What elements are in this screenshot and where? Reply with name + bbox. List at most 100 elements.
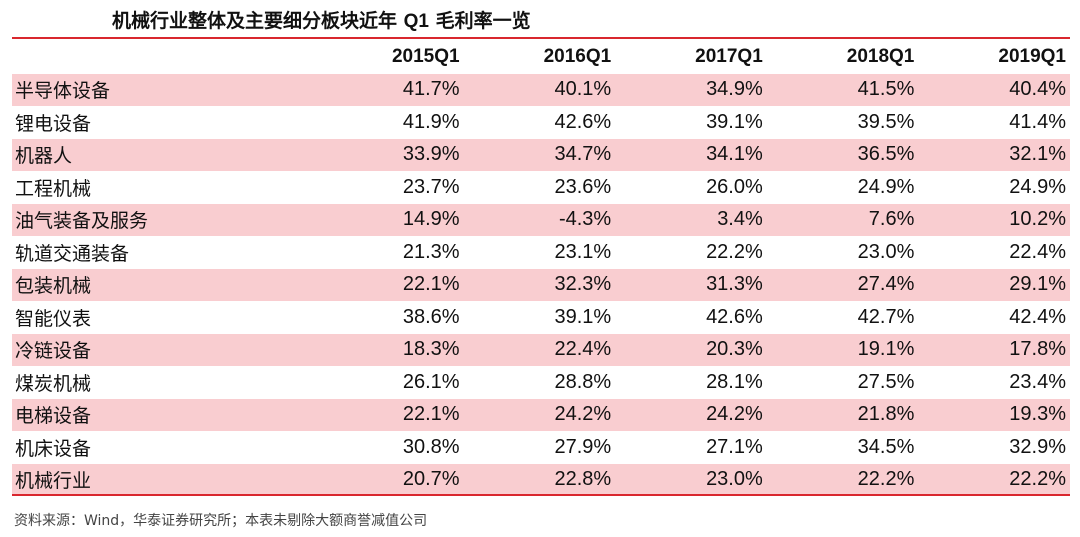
table-row: 机床设备 30.8% 27.9% 27.1% 34.5% 32.9% [12,431,1070,464]
value-cell: 22.4% [463,333,616,366]
value-cell: 41.7% [312,73,464,106]
table-title: 机械行业整体及主要细分板块近年 Q1 毛利率一览 [112,6,531,33]
header-cell-empty [12,41,312,74]
row-label: 机床设备 [15,437,92,460]
value-cell: 28.8% [554,370,612,393]
row-label: 半导体设备 [12,73,312,106]
value-cell: 36.5% [766,138,919,171]
value-cell: 21.8% [766,398,919,431]
value-cell: 41.5% [766,73,919,106]
value-cell: 24.2% [463,398,616,431]
title-q1: Q1 [403,11,429,32]
value-cell: 24.2% [615,398,767,431]
value-cell: 21.3% [402,240,460,263]
value-cell: 38.6% [402,305,460,328]
value-cell: 32.9% [1009,435,1066,458]
row-label: 机器人 [12,138,312,171]
gross-margin-table: 2015Q1 2016Q1 2017Q1 2018Q1 2019Q1 半导体设备… [12,41,1070,496]
value-cell: 23.4% [1009,370,1066,393]
table-row: 机械行业 20.7% 22.8% 23.0% 22.2% 22.2% [12,463,1070,496]
value-cell: 33.9% [312,138,464,171]
value-cell: 22.2% [918,463,1070,496]
value-cell: 22.2% [706,240,763,263]
table-row: 锂电设备 41.9% 42.6% 39.1% 39.5% 41.4% [12,106,1070,139]
value-cell: 34.1% [615,138,767,171]
value-cell: 23.6% [554,175,612,198]
value-cell: 39.1% [554,305,612,328]
title-suffix: 毛利率一览 [428,10,531,32]
value-cell: 40.4% [918,73,1070,106]
title-prefix: 机械行业整体及主要细分板块近年 [112,10,404,32]
value-cell: 30.8% [402,435,460,458]
table-row: 轨道交通装备 21.3% 23.1% 22.2% 23.0% 22.4% [12,236,1070,269]
value-cell: 19.3% [918,398,1070,431]
value-cell: 27.1% [706,435,763,458]
header-row: 2015Q1 2016Q1 2017Q1 2018Q1 2019Q1 [12,41,1070,74]
value-cell: 18.3% [312,333,464,366]
value-cell: 20.3% [615,333,767,366]
header-cell-2018q1: 2018Q1 [846,46,915,68]
table-row: 煤炭机械 26.1% 28.8% 28.1% 27.5% 23.4% [12,366,1070,399]
value-cell: 3.4% [615,203,767,236]
value-cell: 34.7% [463,138,616,171]
value-cell: 41.4% [1009,110,1066,133]
value-cell: 22.1% [312,268,464,301]
value-cell: 22.4% [1009,240,1066,263]
value-cell: 31.3% [615,268,767,301]
value-cell: 39.5% [857,110,915,133]
table-row: 机器人 33.9% 34.7% 34.1% 36.5% 32.1% [12,138,1070,171]
value-cell: 27.5% [857,370,915,393]
value-cell: 27.4% [766,268,919,301]
header-cell-2017q1: 2017Q1 [695,46,763,68]
table-body: 半导体设备 41.7% 40.1% 34.9% 41.5% 40.4% 锂电设备 41.9% 4… [12,73,1070,496]
table-row: 半导体设备 41.7% 40.1% 34.9% 41.5% 40.4% [12,73,1070,106]
value-cell: 28.1% [706,370,763,393]
value-cell: 23.7% [402,175,460,198]
value-cell: 42.4% [1009,305,1066,328]
row-label: 轨道交通装备 [15,242,130,265]
value-cell: 27.9% [554,435,612,458]
row-label: 智能仪表 [15,307,92,330]
row-label: 电梯设备 [12,398,312,431]
table-row: 油气装备及服务 14.9% -4.3% 3.4% 7.6% 10.2% [12,203,1070,236]
value-cell: 32.1% [918,138,1070,171]
value-cell: 23.0% [857,240,915,263]
source-note: 资料来源：Wind，华泰证券研究所；本表未剔除大额商誉减值公司 [14,513,428,529]
header-cell-2016q1: 2016Q1 [543,46,612,68]
table-row: 工程机械 23.7% 23.6% 26.0% 24.9% 24.9% [12,171,1070,204]
value-cell: 22.2% [766,463,919,496]
row-label: 包装机械 [12,268,312,301]
table-row: 电梯设备 22.1% 24.2% 24.2% 21.8% 19.3% [12,398,1070,431]
value-cell: 24.9% [1009,175,1066,198]
bottom-red-rule [12,494,1070,496]
row-label: 锂电设备 [15,112,92,135]
value-cell: 32.3% [463,268,616,301]
value-cell: 22.8% [463,463,616,496]
value-cell: 42.6% [554,110,612,133]
value-cell: 26.1% [402,370,460,393]
value-cell: 34.9% [615,73,767,106]
value-cell: 26.0% [706,175,763,198]
value-cell: 22.1% [312,398,464,431]
value-cell: 24.9% [857,175,915,198]
value-cell: 19.1% [766,333,919,366]
top-red-rule [12,37,1070,39]
value-cell: 42.7% [857,305,915,328]
value-cell: 41.9% [402,110,460,133]
value-cell: 7.6% [766,203,919,236]
value-cell: 20.7% [312,463,464,496]
table-row: 冷链设备 18.3% 22.4% 20.3% 19.1% 17.8% [12,333,1070,366]
value-cell: 34.5% [857,435,915,458]
value-cell: 40.1% [463,73,616,106]
value-cell: 23.1% [554,240,612,263]
row-label: 机械行业 [12,463,312,496]
value-cell: 23.0% [615,463,767,496]
row-label: 工程机械 [15,177,92,200]
table-row: 包装机械 22.1% 32.3% 31.3% 27.4% 29.1% [12,268,1070,301]
value-cell: 10.2% [918,203,1070,236]
value-cell: 39.1% [706,110,763,133]
value-cell: -4.3% [463,203,616,236]
row-label: 油气装备及服务 [12,203,312,236]
row-label: 煤炭机械 [15,372,92,395]
header-cell-2019q1: 2019Q1 [998,46,1066,68]
